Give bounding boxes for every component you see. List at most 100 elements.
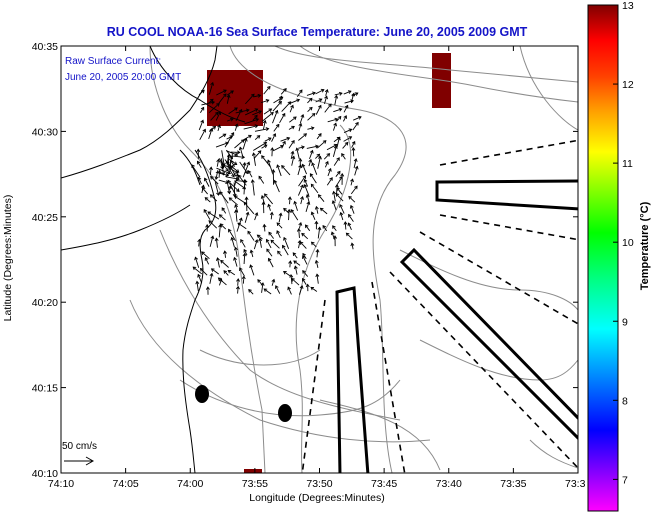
x-axis-label: Longitude (Degrees:Minutes) xyxy=(249,492,384,504)
current-arrow xyxy=(302,277,307,286)
current-arrow xyxy=(302,270,309,277)
contour-line xyxy=(229,46,407,473)
current-arrow xyxy=(226,181,232,195)
current-annotation-line2: June 20, 2005 20:00 GMT xyxy=(65,72,181,83)
colorbar-ticks: 7 8 9 10 11 12 13 xyxy=(613,0,634,486)
current-arrow xyxy=(242,161,251,178)
current-arrow xyxy=(280,136,291,142)
current-arrow xyxy=(336,115,342,122)
current-arrow xyxy=(290,209,299,221)
current-arrow xyxy=(261,155,271,167)
current-arrow xyxy=(319,207,328,215)
station-marker xyxy=(195,385,209,403)
current-arrow xyxy=(288,125,295,130)
current-arrow xyxy=(235,108,250,114)
current-arrow xyxy=(326,177,333,186)
current-arrow xyxy=(218,223,223,238)
current-arrow xyxy=(209,272,214,284)
contour-line xyxy=(519,46,578,131)
current-arrow xyxy=(315,88,325,95)
current-arrow xyxy=(324,103,332,113)
current-arrow xyxy=(226,117,234,122)
current-arrow xyxy=(343,115,347,122)
current-arrow xyxy=(303,184,310,196)
current-arrow xyxy=(258,175,265,184)
current-arrow xyxy=(208,102,220,114)
current-arrow xyxy=(199,128,206,141)
contour-line xyxy=(274,46,578,83)
colorbar-tick-label: 12 xyxy=(622,79,634,91)
current-arrow xyxy=(297,164,303,176)
current-arrow xyxy=(333,107,343,113)
current-arrow xyxy=(324,88,329,96)
current-arrow xyxy=(289,274,294,285)
current-arrow xyxy=(195,280,200,292)
current-arrow xyxy=(306,91,316,96)
current-arrow xyxy=(224,159,232,167)
current-arrow xyxy=(263,288,272,295)
x-tick-label: 73:3 xyxy=(565,478,586,490)
current-arrow xyxy=(247,170,253,178)
current-arrow xyxy=(208,81,215,95)
current-arrow xyxy=(293,265,298,275)
current-arrow xyxy=(203,177,210,187)
current-arrow xyxy=(204,197,211,203)
channel-outline xyxy=(399,247,578,441)
current-arrow xyxy=(334,94,339,106)
current-arrow xyxy=(327,117,339,123)
current-arrow xyxy=(276,230,281,238)
current-arrow xyxy=(216,158,221,167)
current-arrow xyxy=(334,91,343,96)
current-arrow xyxy=(298,145,305,150)
colorbar-tick-label: 8 xyxy=(622,395,628,407)
current-arrow xyxy=(304,224,311,232)
current-arrow xyxy=(215,257,220,268)
x-tick-label: 73:55 xyxy=(242,478,268,490)
current-arrow xyxy=(273,179,280,193)
current-arrow xyxy=(253,150,262,159)
current-arrow xyxy=(271,168,276,185)
current-arrow xyxy=(307,97,313,104)
current-arrow xyxy=(336,136,341,148)
current-arrow xyxy=(350,178,354,186)
current-arrow xyxy=(244,196,249,212)
current-arrow xyxy=(239,267,245,277)
current-arrow xyxy=(352,115,362,121)
current-arrow xyxy=(256,234,263,240)
current-arrow xyxy=(335,193,344,202)
contour-line xyxy=(299,46,578,103)
current-arrow xyxy=(293,260,301,266)
y-tick-label: 40:20 xyxy=(32,297,58,309)
current-arrow xyxy=(305,283,310,292)
current-arrow xyxy=(349,204,355,214)
current-arrow xyxy=(288,139,295,149)
current-arrow xyxy=(191,164,201,178)
current-arrow xyxy=(315,248,320,258)
current-arrow xyxy=(199,267,208,276)
current-arrow xyxy=(245,93,255,105)
current-arrow xyxy=(214,170,219,181)
nearshore-warm-patch xyxy=(207,70,263,126)
current-arrow xyxy=(207,211,220,220)
current-arrow xyxy=(235,179,248,184)
current-arrow xyxy=(307,106,313,113)
current-arrow xyxy=(262,119,267,130)
current-arrow xyxy=(209,194,218,202)
current-arrow xyxy=(234,209,239,222)
current-arrow xyxy=(283,271,291,277)
current-arrow xyxy=(293,200,298,211)
current-arrow xyxy=(226,150,239,157)
current-arrow xyxy=(289,116,297,123)
current-arrow xyxy=(350,92,356,103)
current-arrow xyxy=(228,197,238,206)
current-arrow xyxy=(228,228,236,241)
x-tick-label: 73:50 xyxy=(306,478,332,490)
current-arrow xyxy=(292,252,298,259)
current-arrow xyxy=(299,285,304,295)
current-arrow xyxy=(234,203,239,213)
current-arrow xyxy=(197,273,203,284)
colorbar-tick-label: 13 xyxy=(622,0,634,12)
current-arrow xyxy=(267,257,274,268)
colorbar-tick-label: 10 xyxy=(622,237,634,249)
current-arrow xyxy=(221,162,226,176)
